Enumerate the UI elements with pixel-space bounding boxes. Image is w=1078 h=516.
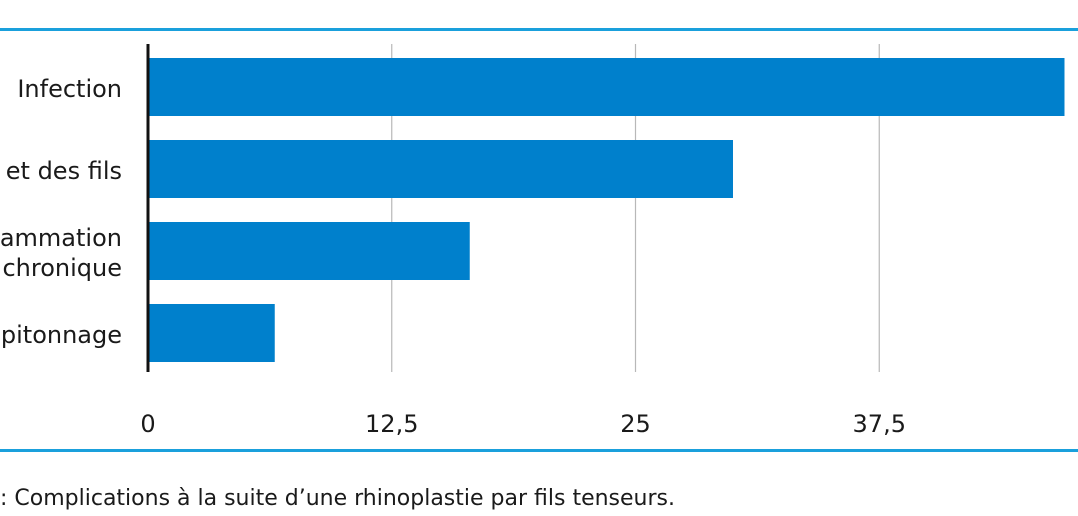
category-label-0: Infection [17, 75, 122, 103]
category-label-3: pitonnage [0, 321, 122, 349]
bar-1 [148, 140, 733, 198]
bar-0 [148, 58, 1065, 116]
category-label-1: et des fils [5, 157, 122, 185]
x-tick-label-0: 0 [140, 410, 156, 438]
bottom-rule [0, 449, 1078, 452]
x-tick-label-2: 25 [620, 410, 651, 438]
bar-2 [148, 222, 470, 280]
x-tick-label-1: 12,5 [365, 410, 419, 438]
bar-3 [148, 304, 275, 362]
x-tick-label-3: 37,5 [852, 410, 906, 438]
top-rule [0, 28, 1078, 31]
figure-caption: : Complications à la suite d’une rhinopl… [0, 486, 675, 511]
category-label-2: ammation chronique [0, 224, 122, 282]
